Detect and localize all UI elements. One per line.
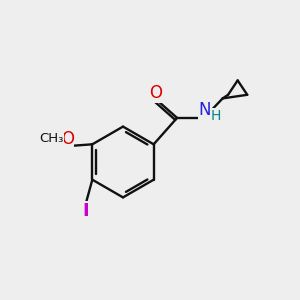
- Text: H: H: [211, 109, 221, 123]
- Text: N: N: [198, 101, 211, 119]
- Text: I: I: [82, 202, 89, 220]
- Text: O: O: [150, 84, 163, 102]
- Text: CH₃: CH₃: [39, 132, 64, 145]
- Text: O: O: [61, 130, 74, 148]
